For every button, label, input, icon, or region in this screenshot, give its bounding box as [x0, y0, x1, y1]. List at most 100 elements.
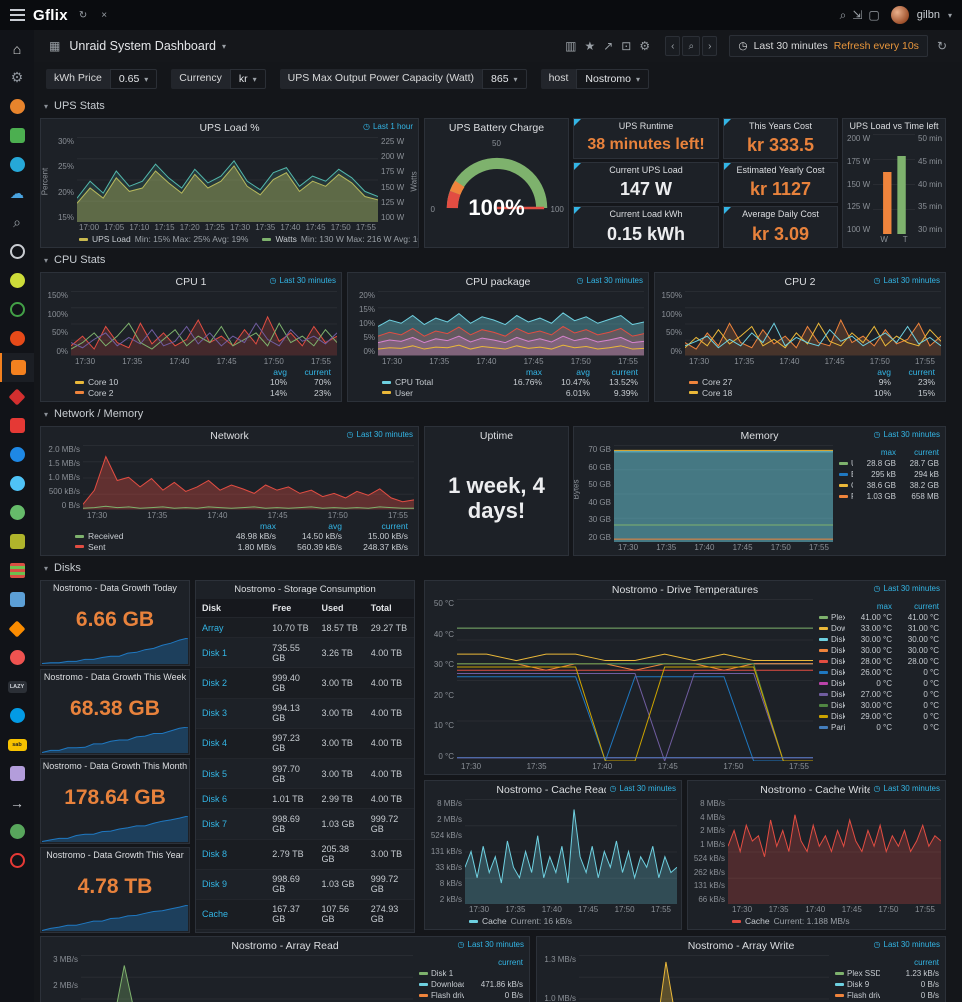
legend-sort-header[interactable]: avg [273, 366, 287, 377]
sidebar-item-app-lavender[interactable] [0, 759, 34, 788]
legend-item[interactable]: Disk 4 30.00 °C 0 °C [819, 700, 939, 711]
panel-title[interactable]: This Years Cost [748, 121, 813, 131]
panel-title[interactable]: Nostromo - Data Growth This Year [46, 850, 184, 860]
panel-title[interactable]: Nostromo - Cache Write [760, 784, 873, 796]
fullscreen-icon[interactable]: ⇲ [852, 7, 863, 22]
legend-item[interactable]: Disk 2 29.00 °C 0 °C [819, 711, 939, 722]
graph-plot[interactable] [71, 291, 337, 356]
sidebar-item-app-red-shield[interactable] [0, 382, 34, 411]
legend-sort-header[interactable]: max [525, 366, 542, 377]
legend-item[interactable]: Disk 8 28.00 °C 28.00 °C [819, 656, 939, 667]
time-range-badge[interactable]: ◷ Last 30 minutes [869, 940, 940, 949]
legend-item[interactable]: Disk 6 0 °C 0 °C [819, 678, 939, 689]
legend-sort-header[interactable]: current [611, 366, 638, 377]
disk-name[interactable]: Cache [196, 898, 267, 930]
legend-item[interactable]: Free 1.03 GB 658 MB [839, 491, 939, 502]
time-range-badge[interactable]: ◷ Last 30 minutes [265, 276, 336, 285]
graph-plot[interactable] [579, 955, 829, 1002]
sidebar-item-app-user[interactable] [0, 237, 34, 266]
tab-close-icon[interactable]: × [101, 9, 108, 21]
panel-title[interactable]: CPU 1 [175, 276, 207, 288]
sidebar-item-search[interactable]: ⌕ [0, 208, 34, 237]
graph-plot[interactable] [457, 599, 813, 761]
legend-sort-header[interactable]: current [498, 958, 523, 967]
legend-item[interactable]: Cached 38.6 GB 38.2 GB [839, 480, 939, 491]
time-forward-icon[interactable]: › [702, 36, 718, 56]
legend-item[interactable]: Disk 1 [419, 968, 523, 979]
disk-name[interactable]: Disk 4 [196, 727, 267, 759]
search-icon[interactable]: ⌕ [839, 7, 847, 22]
time-range-picker[interactable]: ◷ Last 30 minutes Refresh every 10s [729, 35, 928, 57]
sidebar-item-logout[interactable]: → [0, 788, 34, 817]
sidebar-item-app-blue-square[interactable] [0, 585, 34, 614]
legend-sort-header[interactable]: avg [328, 520, 342, 531]
legend-item[interactable]: Sent 1.80 MB/s 560.39 kB/s 248.37 kB/s [75, 542, 408, 553]
variable-value[interactable]: 865 ▾ [482, 69, 527, 89]
time-range-badge[interactable]: ◷ Last 30 minutes [869, 784, 940, 793]
legend-item[interactable]: Core 27 9% 23% [689, 377, 935, 388]
panel-title[interactable]: CPU package [465, 276, 531, 288]
row-network-memory[interactable]: ▾ Network / Memory [44, 408, 143, 420]
panel-title[interactable]: Memory [740, 430, 779, 442]
graph-plot[interactable] [728, 799, 941, 904]
panel-title[interactable]: CPU 2 [784, 276, 816, 288]
legend-item[interactable]: Disk 1 30.00 °C 30.00 °C [819, 645, 939, 656]
panel-title[interactable]: UPS Load vs Time left [849, 121, 939, 131]
menu-icon[interactable] [10, 9, 25, 21]
sidebar-item-app-green-ring[interactable] [0, 295, 34, 324]
dashboard-picker-icon[interactable]: ▦ [49, 39, 61, 53]
app-title[interactable]: Gflix [33, 6, 68, 24]
panel-title[interactable]: Current UPS Load [609, 165, 683, 175]
panel-title[interactable]: UPS Battery Charge [448, 122, 545, 134]
sidebar-item-home[interactable]: ⌂ [0, 34, 34, 63]
panel-title[interactable]: Network [210, 430, 249, 442]
legend-item[interactable]: Cache Current: 1.188 MB/s [732, 916, 850, 926]
graph-plot[interactable] [873, 134, 915, 234]
tab-refresh-icon[interactable]: ↻ [78, 9, 88, 21]
disk-name[interactable]: Disk 9 [196, 868, 267, 900]
legend-item[interactable]: Core 18 10% 15% [689, 388, 935, 399]
panel-title[interactable]: Nostromo - Data Growth This Week [43, 672, 187, 682]
legend-item[interactable]: User 6.01% 9.39% [382, 388, 638, 399]
legend-item[interactable]: Used 28.8 GB 28.7 GB [839, 458, 939, 469]
legend-item[interactable]: Flash drive 0 B/s [419, 990, 523, 1001]
sidebar-item-app-red-ring[interactable] [0, 846, 34, 875]
legend-item[interactable]: Plex SSD 1.23 kB/s [835, 968, 939, 979]
sidebar-item-app-stripes[interactable] [0, 556, 34, 585]
panel-title[interactable]: Nostromo - Cache Read [496, 784, 610, 796]
row-disks[interactable]: ▾ Disks [44, 562, 81, 574]
legend-item[interactable]: Core 2 14% 23% [75, 388, 331, 399]
panel-title[interactable]: UPS Runtime [618, 121, 674, 131]
sidebar-item-app-sab[interactable]: sab [0, 730, 34, 759]
legend-item[interactable]: Disk 9 0 B/s [835, 979, 939, 990]
panel-title[interactable]: Nostromo - Data Growth This Month [42, 761, 188, 771]
variable-value[interactable]: kr ▾ [229, 69, 266, 89]
legend-sort-header[interactable]: avg [576, 366, 590, 377]
sidebar-item-app-cloud[interactable]: ☁ [0, 179, 34, 208]
graph-plot[interactable] [465, 799, 677, 904]
graph-plot[interactable] [685, 291, 941, 356]
legend-sort-header[interactable]: max [259, 520, 276, 531]
chevron-down-icon[interactable]: ▾ [947, 10, 952, 20]
legend-sort-header[interactable]: current [914, 958, 939, 967]
panel-title[interactable]: Nostromo - Storage Consumption [234, 584, 376, 595]
legend-sort-header[interactable]: current [914, 602, 939, 611]
share-icon[interactable]: ↗ [603, 39, 614, 53]
legend-sort-header[interactable]: max [880, 448, 896, 457]
sidebar-item-app-red-box[interactable] [0, 411, 34, 440]
legend-item[interactable]: Core 10 10% 70% [75, 377, 331, 388]
legend-item[interactable]: Downloads 33.00 °C 31.00 °C [819, 623, 939, 634]
panel-title[interactable]: Nostromo - Array Write [687, 940, 795, 952]
column-header[interactable]: Free [266, 599, 316, 618]
row-cpu-stats[interactable]: ▾ CPU Stats [44, 254, 105, 266]
time-range-badge[interactable]: ◷ Last 30 minutes [869, 430, 940, 439]
graph-plot[interactable] [614, 445, 833, 542]
sidebar-item-app-lazy[interactable]: LAZY [0, 672, 34, 701]
sidebar-item-app-green-cube[interactable] [0, 121, 34, 150]
cast-icon[interactable]: ▢ [868, 7, 880, 22]
disk-name[interactable]: Array [196, 616, 267, 638]
panel-title[interactable]: Estimated Yearly Cost [736, 165, 825, 175]
refresh-interval-label[interactable]: Refresh every 10s [833, 40, 919, 52]
settings-icon[interactable]: ⚙ [639, 39, 651, 53]
